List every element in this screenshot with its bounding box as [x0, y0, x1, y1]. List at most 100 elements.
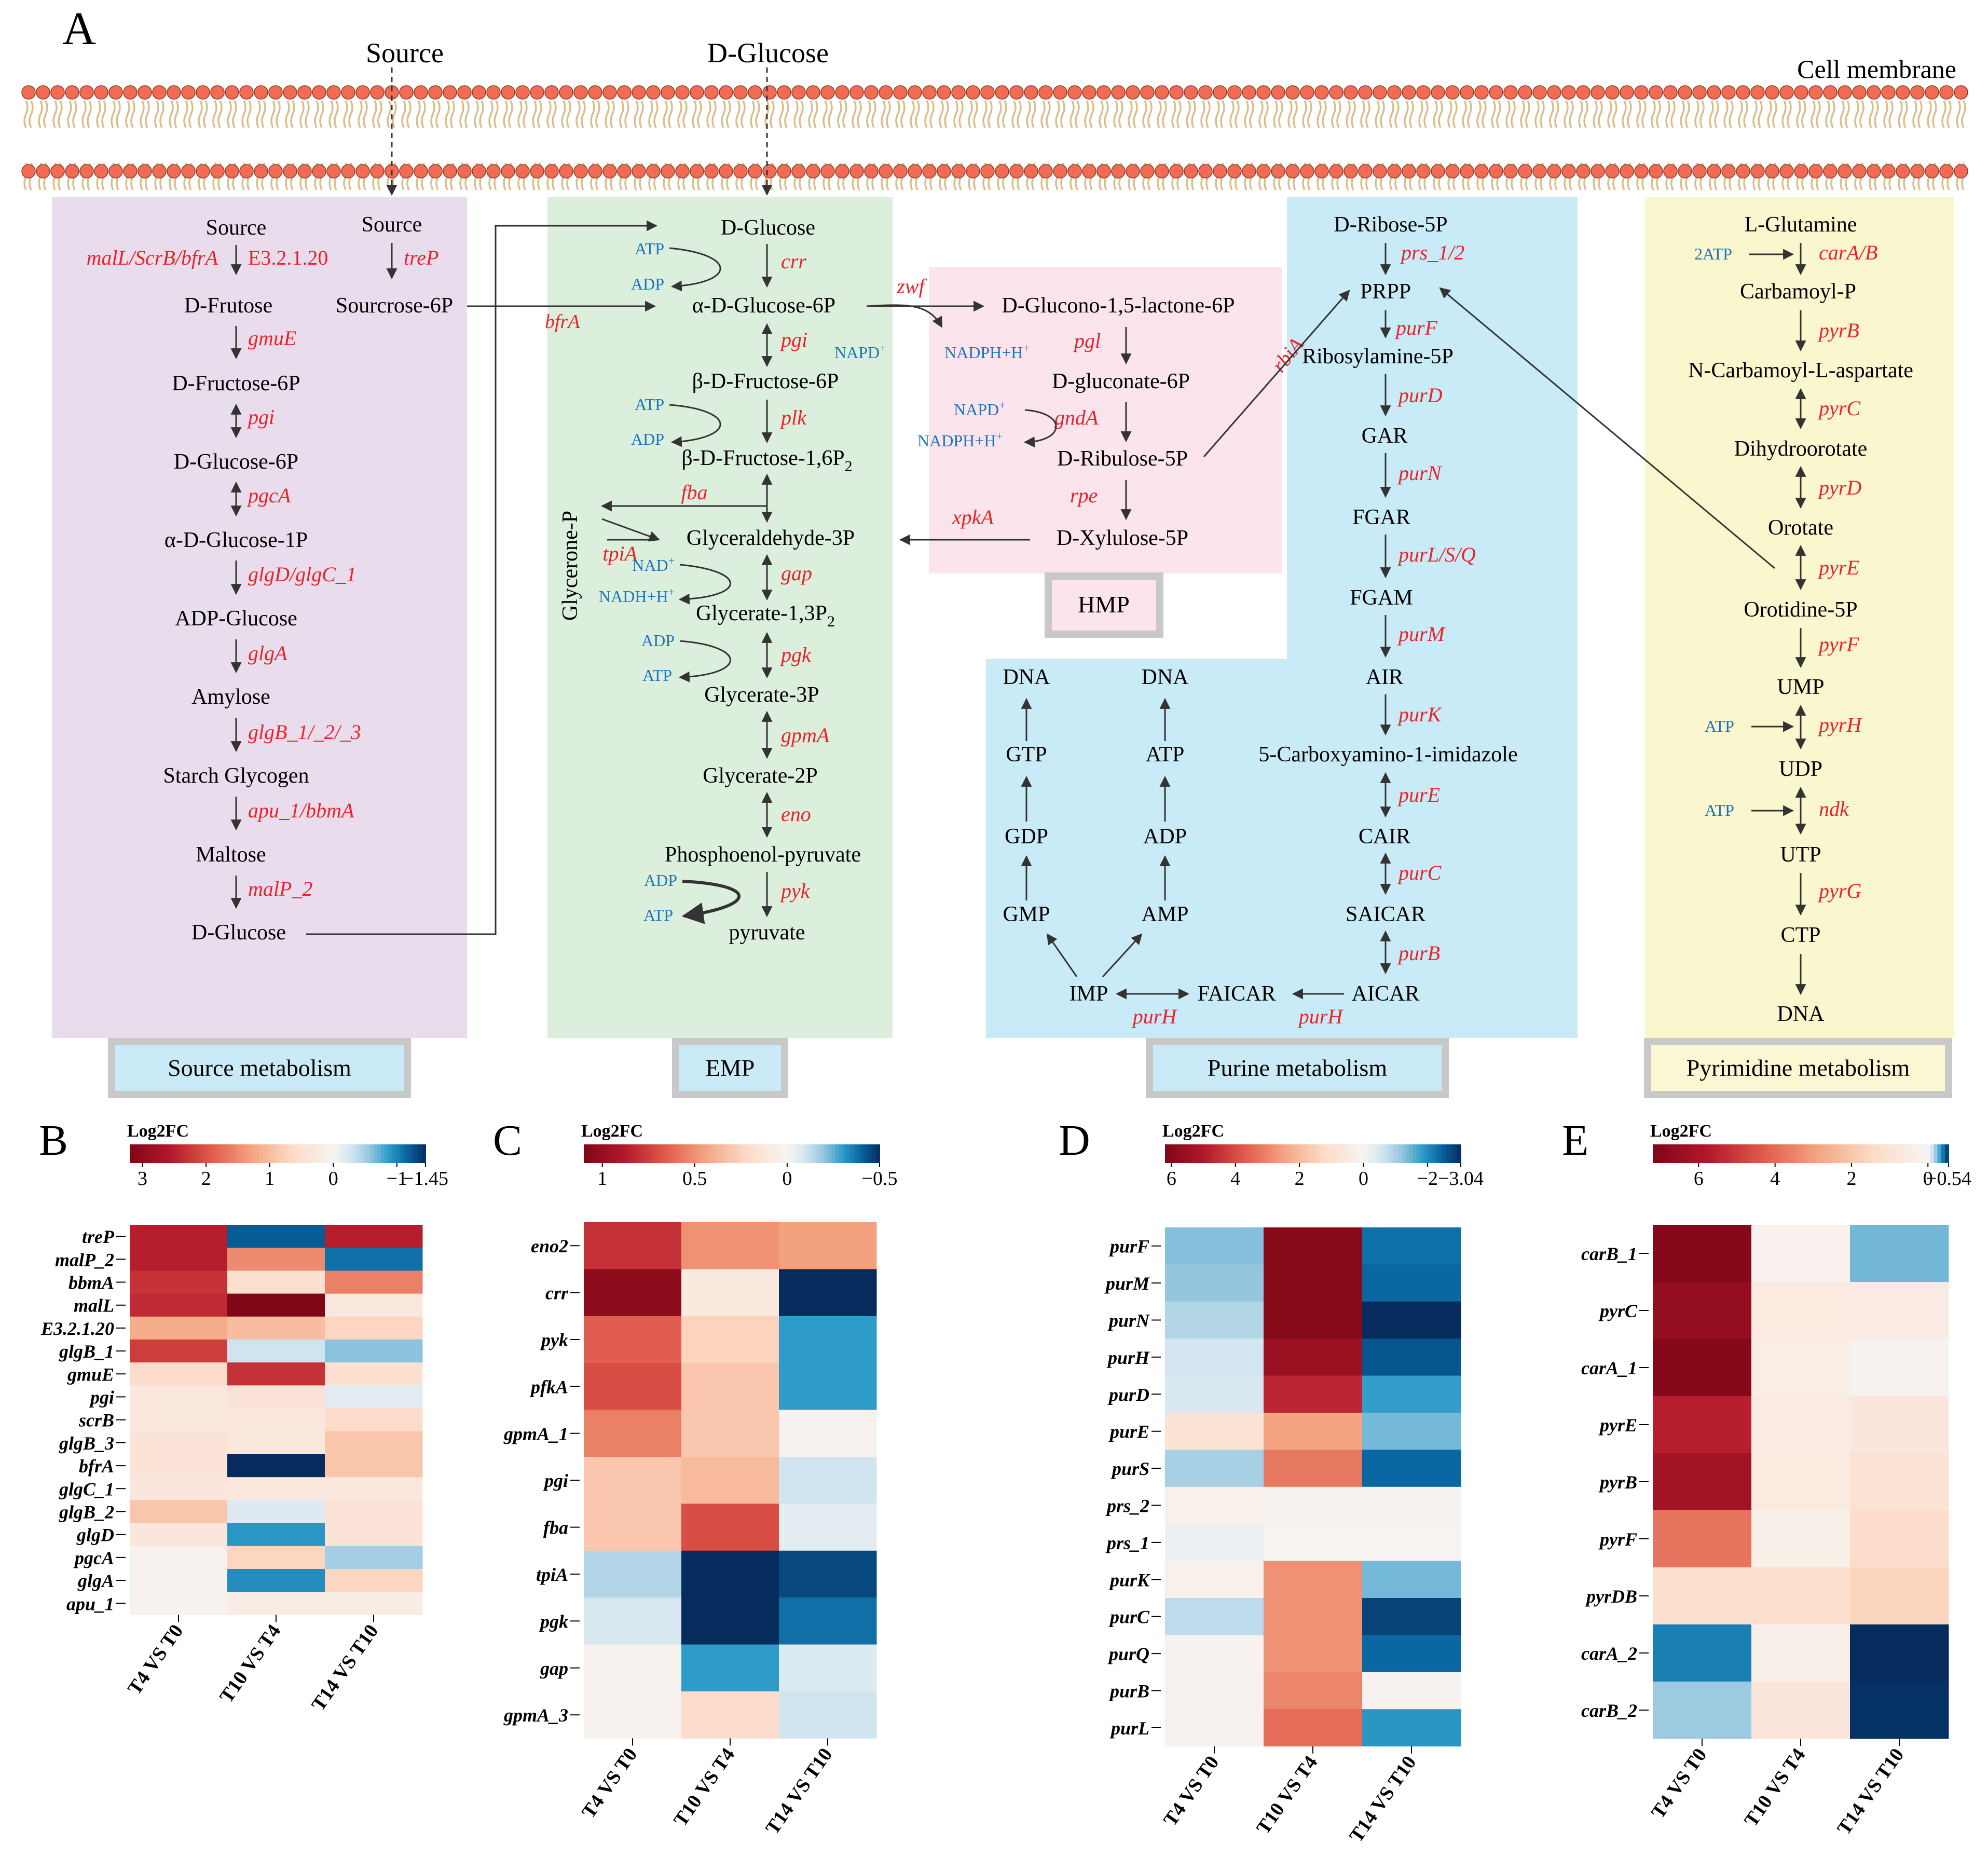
- column-label: T14 VS T10: [307, 1620, 382, 1715]
- lipid-tail: [1627, 100, 1632, 128]
- heatmap-cell: [1850, 1396, 1949, 1454]
- legend-gradient-segment: [130, 1144, 134, 1163]
- lipid-tail: [1714, 100, 1719, 128]
- metabolite: D-Glucono-1,5-lactone-6P: [1002, 294, 1235, 318]
- lipid-tail: [246, 100, 252, 128]
- row-label: pgi: [89, 1387, 114, 1408]
- heatmap-cell: [1653, 1396, 1752, 1454]
- lipid-head: [733, 164, 748, 179]
- legend-gradient-segment: [1690, 1144, 1694, 1163]
- legend-gradient-segment: [769, 1144, 773, 1163]
- lipid-head: [283, 85, 297, 100]
- lipid-head: [225, 85, 239, 100]
- lipid-tail: [1598, 100, 1603, 128]
- lipid-tail: [334, 100, 339, 128]
- hmp-metabolites: D-Glucono-1,5-lactone-6P D-gluconate-6P …: [1002, 294, 1235, 550]
- lipid-head: [1358, 164, 1373, 179]
- legend-gradient-segment: [865, 1144, 869, 1163]
- legend-gradient-segment: [1342, 1144, 1347, 1163]
- legend-gradient-segment: [1789, 1144, 1794, 1163]
- legend-gradient-segment: [1911, 1144, 1916, 1163]
- enzyme: gap: [781, 562, 812, 585]
- lipid-tail: [634, 100, 639, 128]
- legend-gradient-segment: [717, 1144, 721, 1163]
- heatmap-cell: [227, 1569, 325, 1592]
- legend-gradient-segment: [226, 1144, 230, 1163]
- lipid-head: [1591, 164, 1605, 179]
- lipid-head: [210, 85, 225, 100]
- lipid-tail: [1845, 100, 1850, 128]
- heatmap-cell: [1362, 1561, 1461, 1598]
- lipid-head: [1707, 164, 1721, 179]
- heatmap-cell: [130, 1362, 228, 1386]
- legend-gradient-segment: [362, 1144, 367, 1163]
- heatmap-cell: [1653, 1453, 1752, 1511]
- lipid-head: [893, 164, 908, 179]
- lipid-head: [123, 164, 138, 179]
- lipid-tail: [1656, 100, 1661, 128]
- lipid-tail: [459, 100, 464, 128]
- lipid-head: [1416, 164, 1431, 179]
- metabolite: GMP: [1003, 903, 1050, 926]
- hmp-label-box: [1045, 572, 1163, 638]
- legend-tick-label: 1: [265, 1168, 275, 1190]
- enzyme: pyrF: [1817, 633, 1859, 656]
- legend-gradient-segment: [167, 1144, 171, 1163]
- legend-gradient-segment: [1775, 1144, 1779, 1163]
- superscript: +: [996, 430, 1002, 443]
- lipid-head: [762, 85, 777, 100]
- legend-gradient-segment: [1937, 1144, 1942, 1163]
- metabolite: D-gluconate-6P: [1052, 370, 1190, 393]
- enzyme: treP: [404, 246, 438, 269]
- row-label: apu_1: [66, 1593, 114, 1614]
- legend-gradient-segment: [421, 1144, 426, 1163]
- heatmap-cell: [779, 1504, 877, 1551]
- enzyme: gmuE: [248, 326, 296, 350]
- legend-gradient-segment: [1767, 1144, 1772, 1163]
- legend-gradient-segment: [1838, 1144, 1842, 1163]
- cofactor-name: NADPH+H: [944, 343, 1023, 362]
- pyrimidine-metabolites: L-Glutamine Carbamoyl-P N-Carbamoyl-L-as…: [1688, 213, 1913, 1026]
- row-label: malL: [74, 1295, 114, 1316]
- lipid-tail: [1258, 100, 1264, 128]
- metabolite: FGAR: [1352, 505, 1410, 529]
- lipid-head: [268, 85, 283, 100]
- legend-gradient-segment: [1749, 1144, 1753, 1163]
- legend-gradient-segment: [314, 1144, 319, 1163]
- lipid-tail: [52, 100, 58, 128]
- cofactor: ATP: [642, 666, 672, 685]
- heatmap-cell: [1264, 1413, 1363, 1450]
- legend-gradient-segment: [1331, 1144, 1336, 1163]
- legend-gradient-segment: [868, 1144, 873, 1163]
- legend-gradient-segment: [381, 1144, 386, 1163]
- cofactor: NADPH+H+: [917, 430, 1003, 450]
- legend-gradient-segment: [189, 1144, 194, 1163]
- lipid-tail: [1264, 100, 1269, 128]
- row-label: purQ: [1107, 1644, 1149, 1664]
- cofactor-name: NADH+H: [599, 587, 668, 606]
- heatmap-cell: [1264, 1486, 1363, 1524]
- lipid-head: [908, 164, 922, 179]
- legend-gradient-segment: [673, 1144, 677, 1163]
- lipid-tail: [566, 100, 571, 128]
- legend-tick-label: 2: [201, 1168, 211, 1190]
- lipid-head: [108, 85, 123, 100]
- heatmap-cell: [1653, 1225, 1752, 1282]
- lipid-tail: [1554, 100, 1559, 128]
- legend-gradient-segment: [875, 1144, 880, 1163]
- legend-title: Log2FC: [1162, 1122, 1224, 1141]
- legend-gradient-segment: [720, 1144, 725, 1163]
- legend-gradient-segment: [1693, 1144, 1698, 1163]
- legend-gradient-segment: [392, 1144, 396, 1163]
- heatmap-cell: [779, 1550, 877, 1598]
- heatmap-cell: [1165, 1413, 1264, 1450]
- metabolite: PRPP: [1360, 280, 1411, 304]
- source-enzymes: malL/ScrB/bfrA E3.2.1.20 treP gmuE pgi p…: [87, 246, 581, 900]
- lipid-head: [951, 164, 966, 179]
- row-label: carB_2: [1581, 1700, 1637, 1721]
- lipid-tail: [1128, 100, 1133, 128]
- heatmap-cell: [779, 1691, 877, 1739]
- lipid-head: [951, 85, 966, 100]
- row-label: treP: [82, 1226, 115, 1247]
